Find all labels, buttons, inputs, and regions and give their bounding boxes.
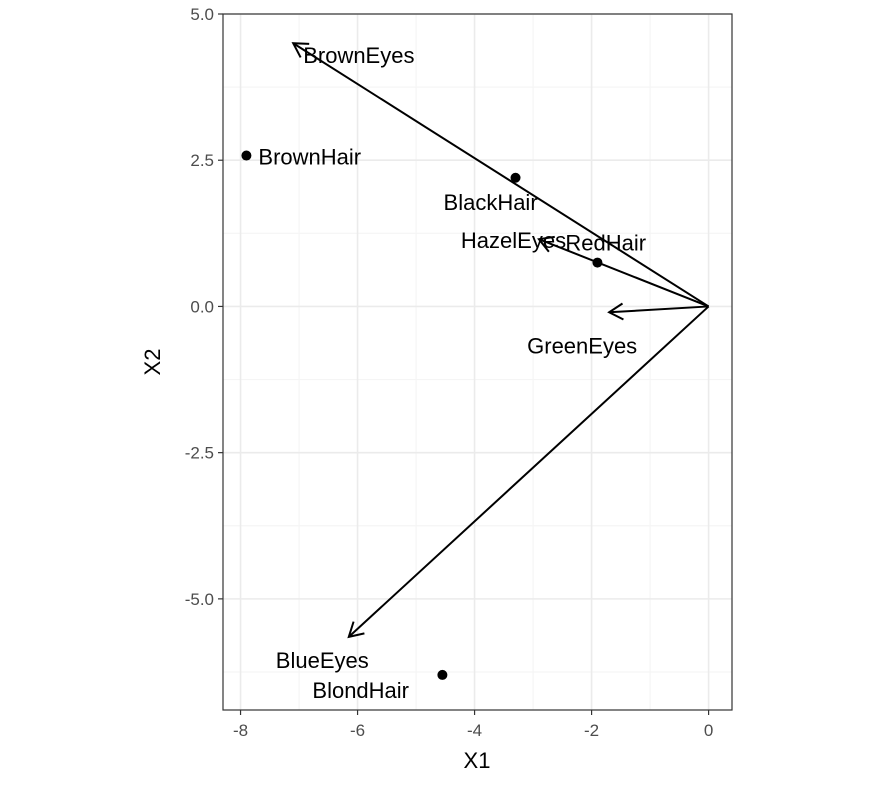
y-axis-title: X2 [140, 349, 165, 376]
x-axis-title: X1 [464, 748, 491, 773]
point-label-blondhair: BlondHair [312, 678, 409, 703]
point-brownhair [241, 150, 252, 161]
minor-grid [223, 14, 732, 710]
x-tick-label: -2 [584, 721, 599, 740]
x-tick-label: -8 [233, 721, 248, 740]
arrow-line-greeneyes [609, 305, 709, 314]
axes: -8 -6 -4 -2 0 -5.0 -2.5 0.0 2.5 5.0 [185, 5, 714, 740]
point-redhair [592, 257, 603, 268]
chart-marks: BrownHair BlackHair RedHair BlondHair BrownE… [241, 42, 710, 703]
y-tick-label: -2.5 [185, 444, 214, 463]
arrow-head-browneyes [291, 42, 310, 58]
point-label-redhair: RedHair [565, 231, 646, 256]
arrow-line-browneyes [292, 42, 710, 308]
x-tick-label: -4 [467, 721, 482, 740]
arrow-line-blueeyes [348, 305, 710, 638]
point-label-brownhair: BrownHair [258, 145, 361, 170]
arrow-label-blueeyes: BlueEyes [276, 648, 369, 673]
x-tick-label: 0 [704, 721, 713, 740]
y-tick-label: 0.0 [190, 297, 214, 316]
arrow-label-hazeleyes: HazelEyes [461, 228, 566, 253]
arrow-head-hazeleyes [537, 235, 555, 253]
arrow-label-browneyes: BrownEyes [303, 43, 414, 68]
y-tick-label: 5.0 [190, 5, 214, 24]
x-tick-label: -6 [350, 721, 365, 740]
arrow-label-greeneyes: GreenEyes [527, 333, 637, 358]
arrow-head-greeneyes [607, 302, 624, 321]
y-tick-label: -5.0 [185, 590, 214, 609]
arrow-head-blueeyes [347, 621, 365, 639]
point-blackhair [510, 172, 521, 183]
point-label-blackhair: BlackHair [444, 190, 538, 215]
plot-panel-border [222, 13, 733, 711]
arrow-line-hazeleyes [538, 238, 709, 308]
point-blondhair [437, 669, 448, 680]
y-tick-label: 2.5 [190, 151, 214, 170]
